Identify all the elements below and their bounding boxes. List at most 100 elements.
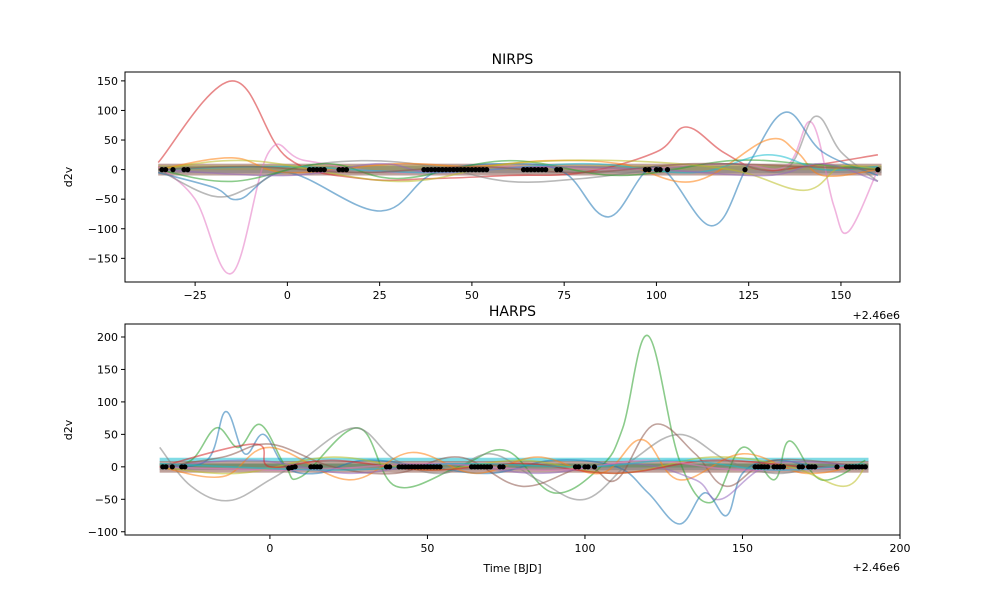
harps-y-tick-label: 50 (104, 428, 118, 441)
harps-data-point (437, 464, 443, 470)
harps-xlabel: Time [BJD] (482, 562, 541, 575)
harps-series-line-4 (159, 438, 866, 481)
nirps-data-point (436, 167, 442, 173)
harps-series-line-9 (159, 459, 866, 471)
nirps-data-point (742, 167, 748, 173)
harps-plot: 0 50 100 150 200 −100 −50 0 50 100 150 200 (88, 323, 911, 555)
harps-series-line-3 (159, 423, 866, 488)
nirps-axes-frame (124, 71, 901, 283)
nirps-data-point (465, 167, 471, 173)
harps-data-point (576, 464, 582, 470)
nirps-data-point (532, 167, 538, 173)
nirps-series-line-3 (157, 115, 879, 198)
nirps-y-tick-label: −100 (88, 223, 118, 236)
harps-series-line-0 (159, 334, 866, 504)
harps-panel: HARPS 0 50 100 150 200 −100 −50 0 50 100 150 200 d2… (62, 304, 911, 575)
nirps-data-point (447, 167, 453, 173)
harps-data-point (169, 464, 175, 470)
nirps-data-point (657, 167, 663, 173)
nirps-data-point (159, 167, 165, 173)
nirps-x-tick-label: 75 (557, 289, 571, 302)
harps-y-tick-label: −100 (88, 526, 118, 539)
nirps-y-tick-label: 50 (104, 134, 118, 147)
nirps-data-point (432, 167, 438, 173)
harps-offset-label: +2.46e6 (853, 561, 900, 574)
nirps-series-line-6 (158, 153, 878, 174)
nirps-data-point (557, 167, 564, 173)
harps-ylabel: d2v (62, 419, 75, 440)
nirps-data-point (461, 167, 468, 173)
nirps-y-tick-label: −50 (95, 193, 118, 206)
nirps-series-line-8 (158, 162, 879, 183)
nirps-data-point (181, 167, 187, 173)
nirps-y-tick-label: 100 (97, 104, 118, 117)
nirps-x-tick-label: 100 (646, 289, 667, 302)
harps-data-point (500, 464, 506, 470)
nirps-x-tick-label: 150 (830, 289, 851, 302)
nirps-data-point (443, 167, 449, 173)
nirps-x-tick-label: 50 (465, 289, 479, 302)
nirps-data-point (476, 167, 482, 173)
harps-data-point (163, 464, 169, 470)
harps-series-line-5 (159, 456, 866, 488)
nirps-y-tick-label: 0 (111, 164, 118, 177)
harps-series-line-2 (159, 427, 866, 502)
harps-plot-area (159, 334, 869, 525)
nirps-title: NIRPS (492, 52, 534, 68)
harps-data-point (780, 464, 787, 470)
harps-data-point (812, 464, 818, 470)
harps-band-3 (159, 463, 869, 471)
harps-data-point (487, 464, 494, 470)
nirps-data-point (480, 167, 486, 173)
harps-y-tick-label: 150 (97, 363, 118, 376)
harps-data-point (799, 464, 805, 470)
nirps-data-point (875, 167, 881, 173)
harps-x-tick-label: 50 (420, 542, 434, 555)
nirps-data-point (642, 167, 648, 173)
harps-data-point (862, 464, 868, 470)
harps-data-point (591, 464, 598, 470)
nirps-x-tick-label: 25 (373, 289, 387, 302)
nirps-data-point (343, 167, 350, 173)
harps-data-point (834, 464, 840, 470)
harps-data-point (585, 464, 591, 470)
nirps-x-tick-label: 125 (738, 289, 759, 302)
nirps-y-tick-label: 150 (97, 75, 118, 88)
nirps-data-point (469, 167, 475, 173)
nirps-series-line-1 (157, 120, 879, 275)
nirps-x-tick-label: 0 (284, 289, 291, 302)
nirps-plot: −25 0 25 50 75 100 125 150 −150 −100 −50 0 50 100 150 (88, 71, 901, 302)
harps-y-tick-label: 200 (97, 331, 118, 344)
nirps-data-point (454, 167, 460, 173)
nirps-data-point (306, 167, 313, 173)
nirps-data-point (524, 167, 530, 173)
nirps-data-point (646, 167, 652, 173)
nirps-ylabel: d2v (62, 166, 75, 187)
nirps-x-tick-label: −25 (184, 289, 207, 302)
nirps-data-point (425, 167, 431, 173)
harps-data-point (765, 464, 771, 470)
nirps-data-point (439, 167, 445, 173)
nirps-data-point (185, 167, 191, 173)
nirps-data-point (528, 167, 534, 173)
nirps-data-point (554, 167, 560, 173)
nirps-data-point (472, 167, 479, 173)
harps-axes-frame (124, 323, 901, 536)
nirps-data-point (170, 167, 176, 173)
harps-x-tick-label: 100 (574, 542, 595, 555)
harps-data-point (317, 464, 323, 470)
nirps-data-point (314, 167, 320, 173)
harps-title: HARPS (489, 304, 536, 320)
nirps-data-point (543, 167, 549, 173)
harps-x-tick-label: 150 (732, 542, 753, 555)
nirps-plot-area (157, 80, 882, 275)
nirps-data-point (484, 167, 490, 173)
nirps-data-point (458, 167, 464, 173)
nirps-data-point (162, 167, 169, 173)
nirps-data-point (428, 167, 434, 173)
harps-x-tick-label: 0 (266, 542, 273, 555)
nirps-series-line-7 (158, 159, 878, 192)
harps-x-tick-label: 200 (890, 542, 911, 555)
harps-data-point (182, 464, 188, 470)
